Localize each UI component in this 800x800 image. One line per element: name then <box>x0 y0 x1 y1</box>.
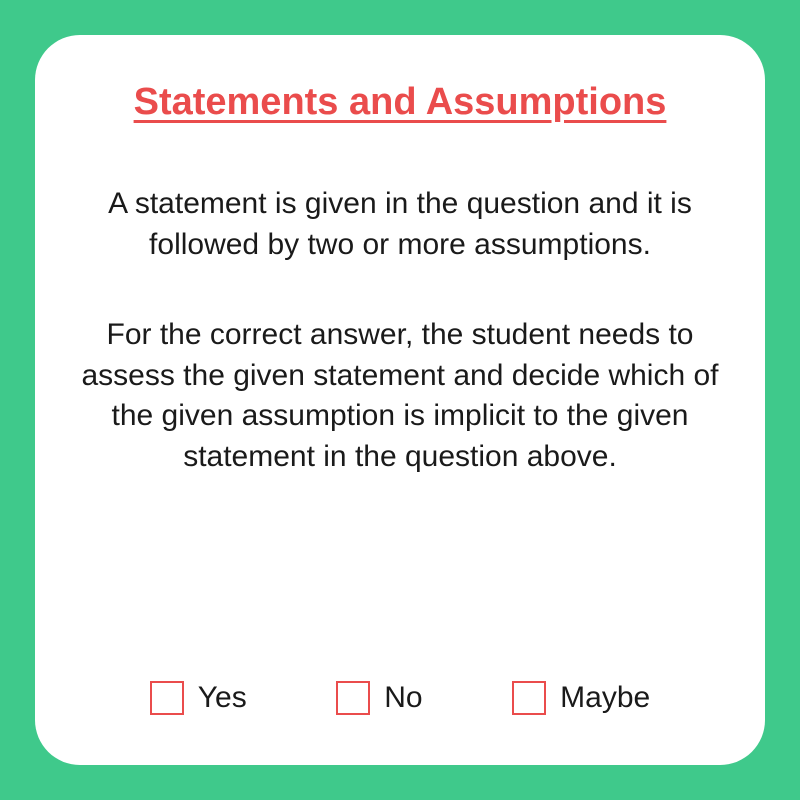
checkbox-icon[interactable] <box>512 681 546 715</box>
option-no[interactable]: No <box>336 681 422 715</box>
checkbox-icon[interactable] <box>150 681 184 715</box>
option-maybe[interactable]: Maybe <box>512 681 650 715</box>
paragraph-2: For the correct answer, the student need… <box>65 315 735 477</box>
option-label: Maybe <box>560 681 650 715</box>
paragraph-1: A statement is given in the question and… <box>65 184 735 265</box>
checkbox-icon[interactable] <box>336 681 370 715</box>
option-yes[interactable]: Yes <box>150 681 247 715</box>
options-row: Yes No Maybe <box>65 681 735 715</box>
option-label: Yes <box>198 681 247 715</box>
option-label: No <box>384 681 422 715</box>
info-card: Statements and Assumptions A statement i… <box>35 35 765 765</box>
card-title: Statements and Assumptions <box>65 81 735 124</box>
